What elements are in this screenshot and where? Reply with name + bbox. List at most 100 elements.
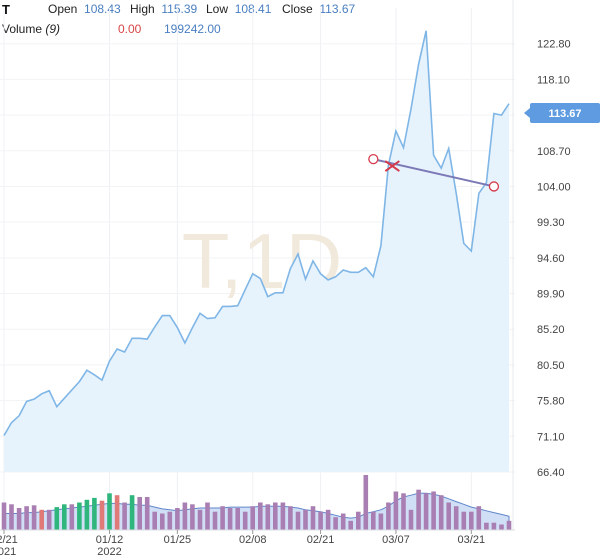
- volume-bar: [484, 522, 489, 530]
- volume-bar: [461, 511, 467, 530]
- volume-bar: [175, 508, 180, 530]
- volume-bar: [386, 502, 391, 530]
- high-value: 115.39: [161, 2, 198, 16]
- volume-bar: [31, 505, 37, 531]
- x-tick-label: 02/21: [307, 534, 335, 546]
- last-price-tag-bg: [530, 103, 600, 124]
- volume-bar: [499, 524, 504, 530]
- trend-line-end-handle: [488, 181, 500, 192]
- volume-bar: [137, 497, 142, 530]
- volume-bar: [99, 500, 105, 530]
- volume-bar: [356, 511, 361, 530]
- volume-bar: [506, 520, 512, 530]
- y-tick-label: 122.80: [537, 39, 571, 51]
- volume-bar: [258, 502, 263, 530]
- volume-bar: [438, 495, 444, 530]
- volume-bar: [476, 506, 482, 530]
- y-tick-label: 85.20: [537, 324, 565, 336]
- x-tick-label: 02/08: [239, 534, 267, 546]
- volume-bar: [54, 507, 60, 530]
- volume-bar: [265, 504, 271, 530]
- low-label: Low: [206, 2, 229, 16]
- volume-bar: [408, 509, 414, 530]
- volume-bar: [431, 491, 436, 530]
- volume-bar: [235, 508, 240, 530]
- y-tick-label: 99.30: [537, 217, 565, 229]
- volume-bar: [491, 522, 497, 530]
- volume-bar: [250, 506, 255, 530]
- y-tick-label: 104.00: [537, 181, 571, 193]
- volume-bar: [280, 502, 286, 530]
- volume-bar: [242, 511, 248, 530]
- volume-bar: [273, 502, 278, 530]
- volume-bar: [114, 495, 120, 530]
- volume-bar: [152, 511, 157, 530]
- x-tick-label: 01/12: [96, 534, 124, 546]
- ticker-symbol: T: [2, 2, 10, 17]
- y-tick-label: 71.10: [537, 431, 565, 443]
- volume-change: 0.00: [118, 22, 142, 36]
- volume-value: 199242.00: [164, 22, 221, 36]
- volume-bar: [16, 508, 22, 530]
- volume-bar: [167, 511, 173, 530]
- volume-bar: [295, 511, 301, 530]
- volume-bar: [46, 509, 52, 530]
- y-tick-label: 108.70: [537, 146, 571, 158]
- volume-bar: [160, 513, 165, 530]
- trend-line: [373, 158, 495, 188]
- volume-bar: [469, 511, 474, 530]
- volume-bar: [220, 506, 225, 530]
- volume-bar: [393, 491, 399, 530]
- volume-bar: [416, 489, 421, 530]
- volume-param: (9): [45, 22, 61, 36]
- volume-bar: [212, 511, 218, 530]
- volume-bar: [303, 509, 308, 530]
- volume-bar: [77, 502, 82, 530]
- volume-bar: [39, 509, 44, 530]
- volume-bar: [190, 504, 195, 530]
- close-value: 113.67: [319, 2, 356, 16]
- x-tick-label-year: 2021: [0, 546, 16, 558]
- x-tick-label: 03/07: [382, 534, 410, 546]
- volume-bar: [107, 493, 112, 530]
- open-value: 108.43: [84, 2, 121, 16]
- x-tick-label: 01/25: [164, 534, 192, 546]
- price-area: [4, 30, 509, 473]
- y-tick-label: 80.50: [537, 360, 565, 372]
- last-price-tag-label: 113.67: [548, 108, 581, 120]
- close-label: Close: [282, 2, 313, 16]
- volume-bar: [423, 493, 429, 530]
- high-label: High: [130, 2, 155, 16]
- price-line: [3, 30, 510, 436]
- volume-bar: [348, 520, 353, 530]
- open-label: Open: [48, 2, 78, 16]
- volume-bar: [144, 497, 150, 530]
- volume-bar: [310, 506, 316, 530]
- x-tick-label: 03/21: [458, 534, 486, 546]
- x-tick-label: 12/21: [0, 534, 18, 546]
- volume-bar: [340, 513, 346, 530]
- y-tick-label: 89.90: [537, 289, 565, 301]
- volume-bar: [129, 495, 135, 530]
- y-tick-label: 66.40: [537, 467, 565, 479]
- volume-bar: [1, 502, 7, 530]
- x-tick-label-year: 2022: [97, 546, 121, 558]
- volume-bar: [325, 509, 331, 530]
- volume-bar: [182, 502, 188, 530]
- cross-marker-stroke: [384, 160, 400, 172]
- y-tick-label: 118.10: [537, 74, 570, 86]
- volume-bar: [371, 511, 376, 530]
- y-tick-label: 94.60: [537, 253, 565, 265]
- volume-bar: [122, 502, 127, 530]
- y-tick-label: 75.80: [537, 396, 565, 408]
- volume-bar: [205, 502, 210, 530]
- volume-bar: [9, 504, 14, 530]
- volume-bar: [318, 511, 323, 530]
- volume-bar: [363, 475, 369, 530]
- volume-bar: [92, 497, 97, 530]
- volume-bar: [227, 508, 233, 530]
- volume-bar: [288, 506, 293, 530]
- trend-line-start-handle: [368, 153, 379, 165]
- volume-bar: [197, 509, 203, 530]
